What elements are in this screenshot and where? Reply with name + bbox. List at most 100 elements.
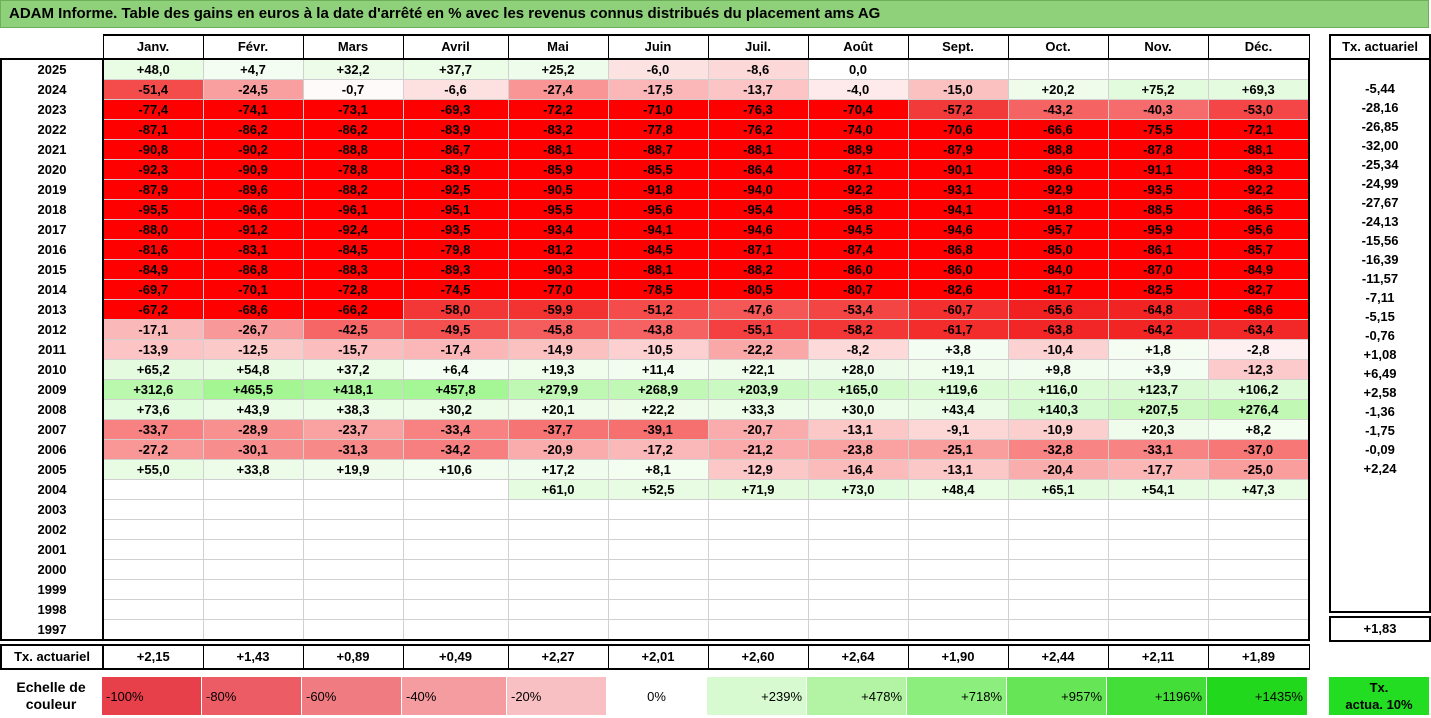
gain-cell: -42,5 [302,319,404,340]
gain-cell: -88,8 [302,139,404,160]
gain-cell: -55,1 [707,319,809,340]
side-row: -11,57 [1329,269,1431,288]
actuarial-month-cell: +2,60 [707,644,809,670]
gain-cell: +22,1 [707,359,809,380]
gain-cell: -10,4 [1007,339,1109,360]
gain-cell: -53,4 [807,299,909,320]
gain-cell: -76,3 [707,99,809,120]
gain-cell [507,559,609,580]
gain-cell [907,519,1009,540]
month-header-7: Juil. [707,34,809,60]
gain-cell: -6,0 [607,58,709,80]
gain-cell [202,479,304,500]
gain-cell: -17,5 [607,79,709,100]
gain-cell: -84,9 [1207,259,1310,280]
gain-cell: -95,6 [607,199,709,220]
color-scale-label-line1: Echelle de [16,679,86,695]
gain-cell [402,559,509,580]
gain-cell: -0,7 [302,79,404,100]
gain-cell: +11,4 [607,359,709,380]
color-scale-side: Tx. actua. 10% [1329,677,1429,715]
gain-cell [607,599,709,620]
side-row: -0,76 [1329,326,1431,345]
side-row: -1,36 [1329,402,1431,421]
gain-cell: -88,1 [507,139,609,160]
gain-cell: -68,6 [1207,299,1310,320]
gain-cell [707,519,809,540]
month-header-10: Oct. [1007,34,1109,60]
gain-cell [907,539,1009,560]
gain-cell: -83,1 [202,239,304,260]
color-scale-swatch: +478% [807,677,907,715]
side-row: -1,75 [1329,421,1431,440]
gain-cell [302,539,404,560]
actuarial-rate-cell: -11,57 [1329,269,1431,288]
month-header-9: Sept. [907,34,1009,60]
gain-cell: +140,3 [1007,399,1109,420]
gain-cell: -33,4 [402,419,509,440]
actuarial-rate-cell [1329,516,1431,535]
table-row: 2005 +55,0 +33,8 +19,9 +10,6 +17,2 +8,1 -12,9 -1… [0,459,1310,480]
gain-cell: -76,2 [707,119,809,140]
side-row: -24,99 [1329,174,1431,193]
gain-cell: -95,9 [1107,219,1209,240]
gain-cell: -49,5 [402,319,509,340]
actuarial-month-cell: +2,44 [1007,644,1109,670]
month-header-12: Déc. [1207,34,1310,60]
gain-cell: -88,5 [1107,199,1209,220]
gain-cell: +3,9 [1107,359,1209,380]
gain-cell: -72,8 [302,279,404,300]
gain-cell [1007,499,1109,520]
color-scale-swatch-label: -20% [511,688,542,704]
gain-cell: -27,4 [507,79,609,100]
gain-cell: -17,1 [102,319,204,340]
side-row [1329,497,1431,516]
gain-cell: -90,9 [202,159,304,180]
gain-cell: -13,7 [707,79,809,100]
gain-cell: +33,3 [707,399,809,420]
gain-cell [202,619,304,641]
gain-cell: +20,2 [1007,79,1109,100]
gain-cell [807,599,909,620]
gain-cell [807,579,909,600]
gain-cell: -84,5 [607,239,709,260]
color-scale-label: Echelle de couleur [0,677,102,715]
gain-cell: -95,6 [1207,219,1310,240]
side-row: -7,11 [1329,288,1431,307]
gain-cell: -95,5 [507,199,609,220]
gain-cell [607,499,709,520]
table-row: 2021 -90,8 -90,2 -88,8 -86,7 -88,1 -88,7 -88,1-… [0,139,1310,160]
side-row: +2,24 [1329,459,1431,478]
gain-cell: -86,2 [202,119,304,140]
actuarial-rate-cell [1329,478,1431,497]
gain-cell [607,579,709,600]
gain-cell: -91,8 [1007,199,1109,220]
gain-cell: +20,3 [1107,419,1209,440]
gain-cell [202,579,304,600]
month-header-3: Mars [302,34,404,60]
year-label: 2024 [0,79,104,100]
gain-cell: -58,0 [402,299,509,320]
year-label: 2002 [0,519,104,540]
gain-cell: -92,9 [1007,179,1109,200]
actuarial-rate-cell: +1,08 [1329,345,1431,364]
side-row [1329,59,1431,79]
actuarial-month-cell: +2,11 [1107,644,1209,670]
gain-cell: -88,2 [707,259,809,280]
gain-cell: -94,1 [907,199,1009,220]
gain-cell [102,579,204,600]
gain-cell: -34,2 [402,439,509,460]
year-label: 2025 [0,59,104,80]
gain-cell: +43,9 [202,399,304,420]
side-row [1329,573,1431,592]
year-label: 2017 [0,219,104,240]
gain-cell [302,579,404,600]
gain-cell [202,519,304,540]
gain-cell: -70,4 [807,99,909,120]
gain-cell: -22,2 [707,339,809,360]
color-scale-swatch-label: +239% [761,688,802,704]
gain-cell: -83,9 [402,159,509,180]
table-row: 2013 -67,2 -68,6 -66,2 -58,0 -59,9 -51,2 -47,6-… [0,299,1310,320]
year-label: 1998 [0,599,104,620]
gain-cell: -88,0 [102,219,204,240]
